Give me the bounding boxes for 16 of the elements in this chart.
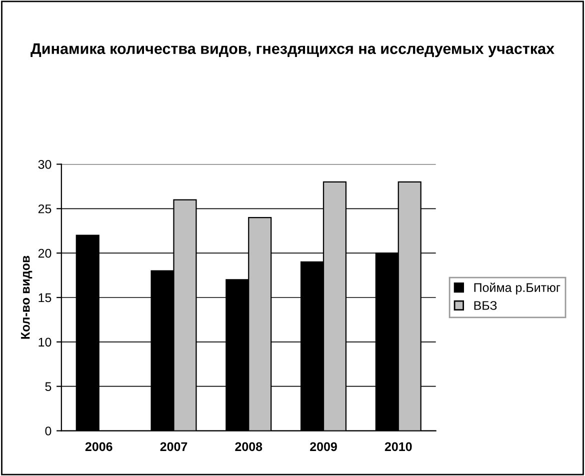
- chart-title: Динамика количества видов, гнездящихся на исследуемых участках: [30, 43, 554, 58]
- y-tick-label: 5: [45, 382, 52, 392]
- y-tick-label: 10: [38, 338, 52, 347]
- legend-label: Пойма р.Битюг: [474, 282, 560, 294]
- x-tick-label: 2009: [310, 442, 337, 452]
- y-tick-label: 15: [38, 293, 52, 302]
- x-tick-label: 2007: [160, 442, 188, 452]
- y-tick-label: 0: [45, 426, 52, 436]
- y-tick-label: 25: [38, 204, 52, 214]
- legend-label: ВБЗ: [474, 301, 497, 310]
- x-tick-label: 2008: [235, 442, 262, 452]
- y-tick-label: 30: [38, 160, 52, 169]
- x-tick-label: 2010: [384, 442, 412, 452]
- y-tick-label: 20: [38, 248, 52, 258]
- y-axis-title: Кол-во видов: [21, 256, 32, 339]
- x-tick-label: 2006: [85, 442, 112, 452]
